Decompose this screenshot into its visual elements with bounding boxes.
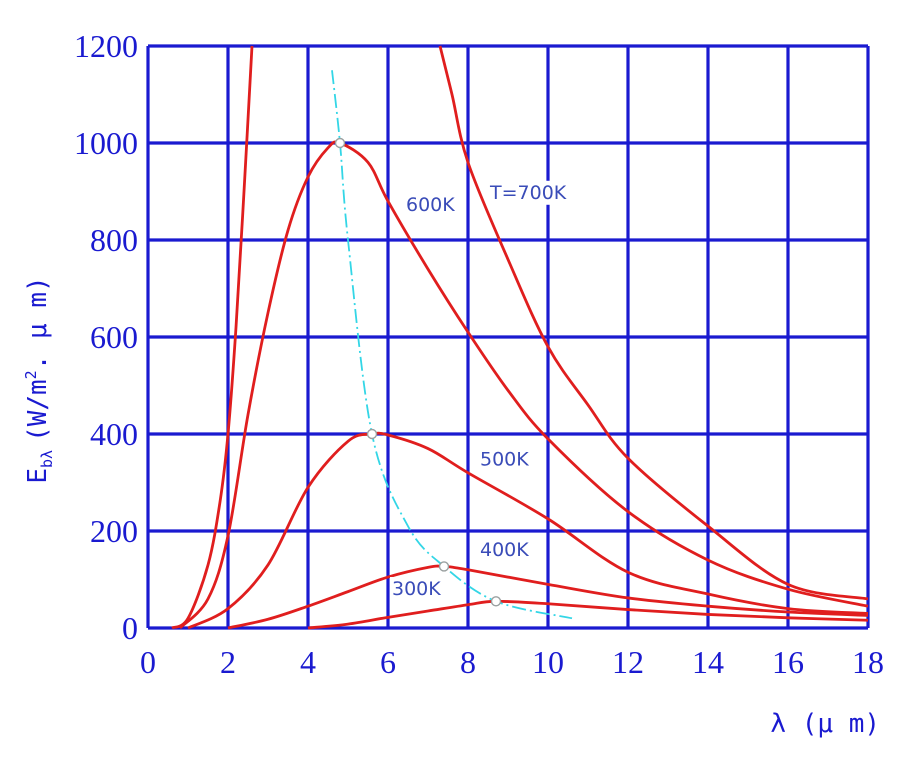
x-tick-label: 16 <box>772 644 804 680</box>
y-axis-label-main: E <box>23 468 53 484</box>
curve-labels: T=700K 600K 500K 400K 300K <box>390 180 567 602</box>
y-tick-label: 1200 <box>74 28 138 64</box>
peak-point <box>438 561 450 572</box>
x-tick-labels: 0 2 4 6 8 10 12 14 16 18 <box>140 644 884 680</box>
x-tick-label: 6 <box>380 644 396 680</box>
x-tick-label: 0 <box>140 644 156 680</box>
series-t-700k-line-right <box>438 45 869 601</box>
y-tick-label: 400 <box>90 416 138 452</box>
x-tick-label: 10 <box>532 644 564 680</box>
y-tick-label: 200 <box>90 513 138 549</box>
x-axis-label: λ (μ m) <box>770 709 880 739</box>
y-tick-label: 0 <box>122 610 138 646</box>
peak-point <box>490 596 502 607</box>
y-axis-label-sup: 2 <box>22 370 40 379</box>
curve-label: 400K <box>480 539 529 561</box>
y-axis-label: Ebλ (W/m2. μ m) <box>22 276 56 483</box>
curve-label: 500K <box>480 449 529 471</box>
curve-label-background <box>390 577 441 602</box>
peak-locus <box>331 70 573 620</box>
y-axis-label-sub: bλ <box>38 450 56 468</box>
series-500k-line <box>187 431 869 630</box>
curve-label-background <box>478 538 529 563</box>
curve-label: 600K <box>406 194 455 216</box>
peak-locus-line <box>331 70 573 620</box>
grid <box>146 44 870 630</box>
curve-label-background <box>478 447 529 472</box>
curve-label-background <box>488 180 562 205</box>
x-tick-label: 8 <box>460 644 476 680</box>
curve-label: 300K <box>392 578 441 600</box>
x-tick-label: 12 <box>612 644 644 680</box>
y-tick-label: 800 <box>90 222 138 258</box>
series-600k-line <box>178 140 869 630</box>
x-tick-label: 4 <box>300 644 316 680</box>
peak-point <box>334 137 346 149</box>
x-tick-label: 14 <box>692 644 724 680</box>
y-axis-label-units2: . μ m) <box>23 276 53 370</box>
peak-point <box>366 428 378 440</box>
curve-label: T=700K <box>489 182 567 204</box>
y-tick-labels: 0 200 400 600 800 1000 1200 <box>74 28 138 646</box>
peak-markers <box>334 137 502 607</box>
series-300k-line <box>307 599 869 630</box>
curve-label-background <box>404 192 455 217</box>
series-t-700k-line <box>171 45 254 630</box>
y-tick-label: 600 <box>90 319 138 355</box>
x-tick-label: 2 <box>220 644 236 680</box>
y-axis-label-units: (W/m <box>23 379 53 442</box>
x-tick-label: 18 <box>852 644 884 680</box>
y-tick-label: 1000 <box>74 125 138 161</box>
